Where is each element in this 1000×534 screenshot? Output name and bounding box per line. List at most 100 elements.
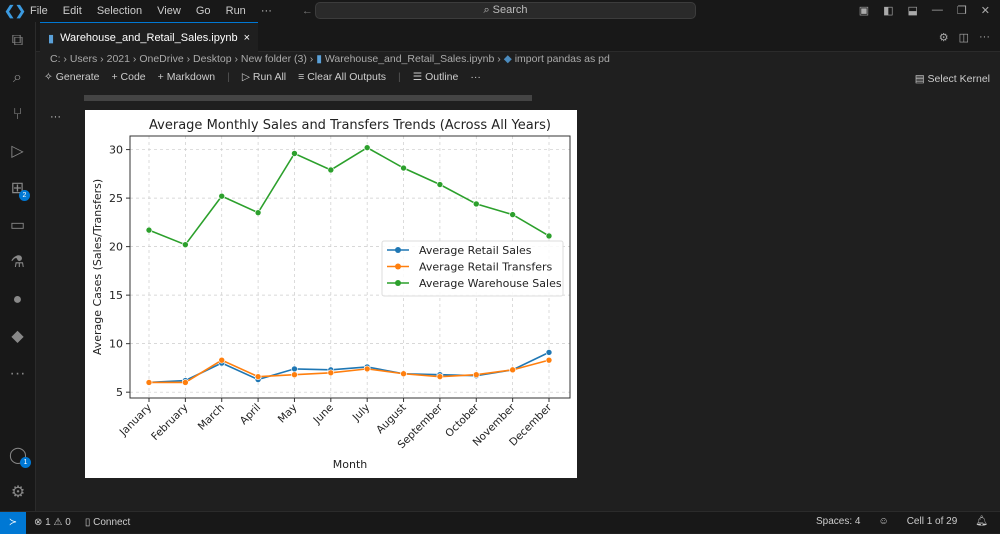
split-editor-icon[interactable]: ◫ — [958, 32, 969, 44]
extensions-icon[interactable]: ⊞ 2 — [0, 170, 35, 207]
github-icon[interactable]: ● — [12, 291, 23, 308]
legend-label: Average Retail Transfers — [419, 261, 552, 274]
testing-icon[interactable]: ⚗ — [10, 254, 25, 271]
chart-title: Average Monthly Sales and Transfers Tren… — [149, 118, 551, 133]
chart-output: Average Monthly Sales and Transfers Tren… — [85, 110, 577, 478]
close-icon[interactable]: ✕ — [980, 5, 990, 17]
x-tick-label: June — [311, 402, 336, 427]
breadcrumb: C: › Users › 2021 › OneDrive › Desktop ›… — [50, 53, 610, 65]
data-point — [291, 365, 298, 373]
data-point — [363, 144, 371, 151]
crumb[interactable]: C: — [50, 53, 61, 65]
crumb[interactable]: import pandas as pd — [514, 53, 610, 65]
menu-file[interactable]: File — [30, 5, 48, 17]
data-point — [327, 369, 335, 377]
data-point — [472, 371, 480, 379]
clear-outputs-button[interactable]: ≡ Clear All Outputs — [298, 71, 386, 83]
maximize-icon[interactable]: ❐ — [956, 5, 967, 17]
generate-label: Generate — [55, 71, 100, 83]
crumb[interactable]: 2021 — [106, 53, 130, 65]
tab-close-icon[interactable]: × — [243, 32, 251, 44]
search-label: Search — [492, 4, 528, 16]
crumb[interactable]: New folder (3) — [240, 53, 307, 65]
minimize-icon[interactable]: — — [931, 4, 943, 16]
menu-run[interactable]: Run — [225, 5, 246, 17]
layout-icon[interactable]: ▣ — [858, 5, 870, 17]
explorer-icon[interactable]: ⧉ — [11, 32, 24, 49]
copilot-icon[interactable]: ☺ — [878, 516, 889, 527]
crumb[interactable]: OneDrive — [139, 53, 184, 65]
python-icon[interactable]: ◆ — [11, 328, 24, 345]
add-code-button[interactable]: + Code — [111, 71, 146, 83]
extensions-badge: 2 — [19, 190, 30, 201]
select-kernel-button[interactable]: ▤ Select Kernel — [914, 73, 990, 85]
menu-more[interactable]: ··· — [260, 5, 272, 17]
legend-box — [381, 240, 564, 297]
tab-label: Warehouse_and_Retail_Sales.ipynb — [60, 32, 238, 44]
y-tick-label: 25 — [109, 192, 123, 205]
series-line — [149, 359, 550, 384]
y-tick-label: 5 — [116, 386, 123, 399]
title-bar: ❮❯ File Edit Selection View Go Run ··· ←… — [0, 0, 1000, 22]
more-button[interactable]: ··· — [470, 71, 481, 83]
menu-edit[interactable]: Edit — [62, 5, 82, 17]
run-debug-icon[interactable]: ▷ — [11, 143, 24, 160]
outline-button[interactable]: ☰ Outline — [412, 71, 459, 83]
run-all-button[interactable]: ▷ Run All — [241, 71, 287, 83]
data-point — [400, 370, 407, 378]
menu-go[interactable]: Go — [195, 5, 211, 17]
data-point — [254, 373, 262, 380]
accounts-icon[interactable]: ◯ 1 — [0, 437, 36, 474]
crumb[interactable]: Warehouse_and_Retail_Sales.ipynb — [324, 53, 495, 65]
y-axis-label: Average Cases (Sales/Transfers) — [91, 179, 104, 355]
source-control-icon[interactable]: ⑂ — [12, 106, 23, 123]
data-point — [254, 209, 262, 216]
window-controls: ▣ ◧ ⬓ — ❐ ✕ — [859, 4, 990, 17]
add-markdown-button[interactable]: + Markdown — [157, 71, 216, 83]
crumb[interactable]: Desktop — [193, 53, 232, 65]
x-tick-label: August — [374, 402, 408, 436]
data-point — [545, 349, 553, 356]
menu-view[interactable]: View — [157, 5, 181, 17]
notifications-icon[interactable]: 🔔︎ — [975, 516, 988, 527]
x-tick-label: January — [117, 402, 154, 439]
gear-icon[interactable]: ⚙ — [938, 32, 949, 44]
search-icon[interactable]: ⌕ — [13, 69, 22, 86]
remote-icon[interactable]: ≻ — [0, 511, 26, 534]
crumb[interactable]: Users — [69, 53, 98, 65]
data-point — [145, 226, 153, 234]
y-tick-label: 30 — [109, 144, 123, 157]
tab-bar: ▮ Warehouse_and_Retail_Sales.ipynb × ⚙ ◫ ·… — [36, 22, 1000, 53]
menu-selection[interactable]: Selection — [96, 5, 143, 17]
data-point — [509, 366, 516, 374]
data-point — [182, 379, 189, 386]
notebook-toolbar: ✧ Generate + Code + Markdown | ▷ Run All… — [44, 71, 481, 83]
problems-indicator[interactable]: ⊗ 1 ⚠ 0 — [34, 517, 71, 528]
settings-gear-icon[interactable]: ⚙ — [10, 484, 26, 501]
data-point — [363, 365, 371, 373]
tab-notebook[interactable]: ▮ Warehouse_and_Retail_Sales.ipynb × — [40, 22, 259, 53]
horizontal-scrollbar[interactable] — [84, 95, 532, 101]
remote-explorer-icon[interactable]: ▭ — [9, 217, 26, 234]
indentation-indicator[interactable]: Spaces: 4 — [816, 516, 861, 527]
y-tick-label: 20 — [109, 241, 123, 254]
sidebar-toggle-icon[interactable]: ◧ — [883, 5, 894, 17]
data-point — [145, 379, 153, 386]
legend-label: Average Warehouse Sales — [419, 277, 562, 290]
data-point — [400, 164, 407, 172]
data-point — [291, 371, 298, 379]
search-box[interactable]: ⌕ Search — [315, 2, 696, 19]
legend-marker — [395, 280, 401, 286]
clear-label: Clear All Outputs — [307, 71, 386, 83]
python-icon: ◆ — [503, 53, 512, 65]
more-icon[interactable]: ··· — [9, 365, 26, 382]
panel-toggle-icon[interactable]: ⬓ — [907, 5, 918, 17]
more-actions-icon[interactable]: ··· — [979, 31, 990, 43]
connect-button[interactable]: ▯ Connect — [84, 517, 131, 528]
generate-button[interactable]: ✧ Generate — [44, 71, 100, 83]
notebook-file-icon: ▮ — [316, 53, 322, 65]
cell-indicator[interactable]: Cell 1 of 29 — [906, 516, 958, 527]
cell-more-button[interactable]: ··· — [50, 111, 61, 123]
legend-label: Average Retail Sales — [419, 244, 532, 257]
legend-marker — [395, 247, 401, 253]
